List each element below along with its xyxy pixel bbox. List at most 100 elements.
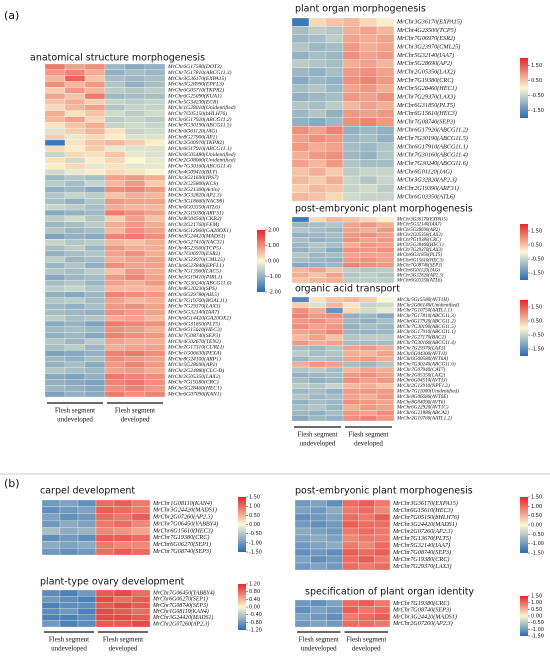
heatmap-cell [104,350,126,357]
row-label: MrChr3G32820(AP2.3) [167,192,222,199]
heatmap-cell [359,329,378,335]
heatmap-cell [374,620,391,628]
heatmap-cell [376,51,395,60]
heatmap-cell [124,268,146,275]
row-label: MrChr7G08740(SEP3) [396,263,443,268]
heatmap-cell [308,184,327,193]
heatmap-cell [144,157,166,164]
heatmap-cell [144,320,166,328]
heatmap-cell [104,157,126,164]
heatmap-cell [359,92,378,102]
heatmap-cell [308,393,327,400]
heatmap-cell [376,329,395,335]
heatmap-cell [325,318,344,325]
colorbar-label: 1.50 [531,63,542,69]
row-label: MrChr7G19380(CRC) [152,534,209,541]
heatmap-cell [294,520,311,529]
group-label: Flesh segment [103,636,143,644]
heatmap-cell [342,399,361,405]
heatmap-cell [291,361,310,368]
heatmap-cell [291,17,310,27]
row-label: MrChr5G32140(IAA7) [167,309,219,316]
heatmap-cell [64,122,86,129]
heatmap-cell [59,548,79,556]
row-label: MrChr6G17920(ABCG11.2) [396,127,468,134]
heatmap-cell [291,42,310,52]
heatmap-cell [359,142,378,152]
heatmap-cell [291,257,310,263]
heatmap-cell [104,186,126,193]
heatmap-cell [64,244,86,252]
heatmap-cell [104,309,126,316]
heatmap-cell [308,117,327,127]
heatmap-cell [325,150,344,160]
heatmap-cell [291,67,310,77]
heatmap-cell [44,198,66,205]
heatmap-cell [376,134,395,143]
heatmap-cell [44,280,66,287]
heatmap-cell [359,356,378,362]
heatmap-cell [44,361,66,368]
heatmap-cell [144,239,166,246]
panel-label: (b) [4,477,20,490]
colorbar-label: -0.80 [249,620,262,626]
heatmap-cell [325,167,344,177]
row-label: MrChr7G30190(ABCG11.5) [396,323,456,330]
row-label: MrChr2G21300(Actin) [167,186,220,193]
row-label: MrChr5G28690(AP2) [167,361,217,368]
heatmap-cell [376,76,395,85]
heatmap-cell [104,285,126,292]
heatmap-cell [342,366,361,373]
heatmap-cell [84,157,106,164]
heatmap-cell [104,326,126,333]
heatmap-cell [64,332,86,339]
heatmap-cell [294,534,311,543]
heatmap-cell [113,620,133,628]
heatmap-cell [358,606,375,614]
heatmap-cell [64,110,86,117]
heatmap-cell [124,303,146,310]
heatmap-cell [124,81,146,88]
row-label: MrChr7G30240(ABCG11.6) [167,279,232,286]
heatmap-cell [342,257,361,263]
heatmap-cell [124,355,146,363]
heatmap-cell [325,372,344,378]
heatmap-cell [325,51,344,60]
row-label: MrChr4G09410(BLT) [167,168,217,175]
heatmap-cell [144,145,166,152]
row-label: MrChr7G17810(ABCG11.3) [396,312,456,319]
heatmap-cell [64,174,86,181]
heatmap-cell [104,233,126,240]
colorbar-label: 0.00 [268,259,279,265]
heatmap-cell [325,252,344,258]
heatmap-cell [95,596,115,603]
heatmap-cell [84,98,106,106]
heatmap-cell [124,361,146,368]
panel-label: (a) [4,9,19,22]
heatmap-cell [291,262,310,268]
heatmap-cell [376,318,395,325]
heatmap-cell [41,520,61,528]
heatmap-cell [144,180,166,187]
heatmap-cell [310,562,327,571]
heatmap-cell [291,51,310,60]
heatmap-cell [325,345,344,352]
row-label: MrChr7G29370(LAX3) [167,303,221,310]
heatmap-cell [291,109,310,118]
heatmap-cell [291,356,310,362]
row-label: MrChr5G32140(IAA7) [392,542,450,549]
heatmap-cell [104,256,126,263]
heatmap-cell [124,262,146,269]
heatmap-cell [59,614,79,621]
heatmap-cell [144,361,166,368]
row-label: MrChr2G19390(ARF31) [396,185,459,192]
heatmap-cell [124,69,146,76]
heatmap-cell [44,75,66,82]
heatmap-cell [376,84,395,93]
row-label: MrChr5G28690(AP2) [396,60,452,67]
heatmap-cell [374,613,391,621]
row-label: MrChr7G19380(CRC) [392,600,449,607]
heatmap-cell [342,606,359,614]
colorbar-label: 1.50 [531,594,542,600]
row-label: MrChr6G17910(ABCG11.1) [167,145,232,152]
